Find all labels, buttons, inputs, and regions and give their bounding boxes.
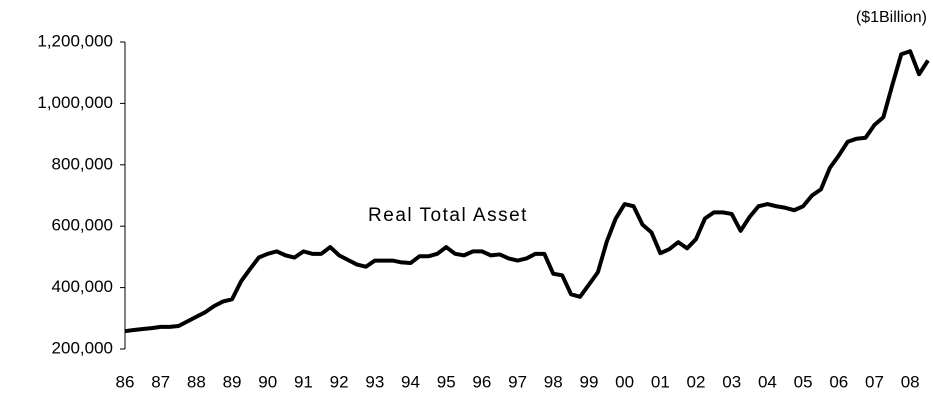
x-tick-label: 97	[508, 372, 527, 391]
x-tick-label: 93	[365, 372, 384, 391]
x-tick-label: 03	[722, 372, 741, 391]
x-tick-label: 05	[794, 372, 813, 391]
y-tick-label: 1,200,000	[37, 31, 113, 50]
x-tick-label: 96	[472, 372, 491, 391]
x-tick-label: 94	[401, 372, 420, 391]
x-tick-label: 04	[758, 372, 777, 391]
x-tick-label: 90	[258, 372, 277, 391]
x-tick-label: 06	[829, 372, 848, 391]
y-tick-label: 1,000,000	[37, 93, 113, 112]
x-tick-label: 01	[651, 372, 670, 391]
y-tick-label: 400,000	[52, 277, 113, 296]
y-tick-label: 800,000	[52, 154, 113, 173]
unit-label: ($1Billion)	[856, 9, 927, 26]
x-tick-label: 87	[151, 372, 170, 391]
y-tick-label: 600,000	[52, 216, 113, 235]
x-tick-label: 02	[687, 372, 706, 391]
x-tick-label: 08	[901, 372, 920, 391]
x-tick-label: 88	[187, 372, 206, 391]
line-series	[124, 49, 930, 334]
x-tick-label: 86	[116, 372, 135, 391]
x-tick-label: 07	[865, 372, 884, 391]
y-tick-label: 200,000	[52, 338, 113, 357]
x-tick-label: 91	[294, 372, 313, 391]
x-tick-label: 00	[615, 372, 634, 391]
annotation: Real Total Asset	[368, 205, 528, 226]
x-tick-label: 92	[330, 372, 349, 391]
x-tick-label: 89	[223, 372, 242, 391]
x-tick-label: 99	[579, 372, 598, 391]
x-tick-label: 98	[544, 372, 563, 391]
x-tick-label: 95	[437, 372, 456, 391]
